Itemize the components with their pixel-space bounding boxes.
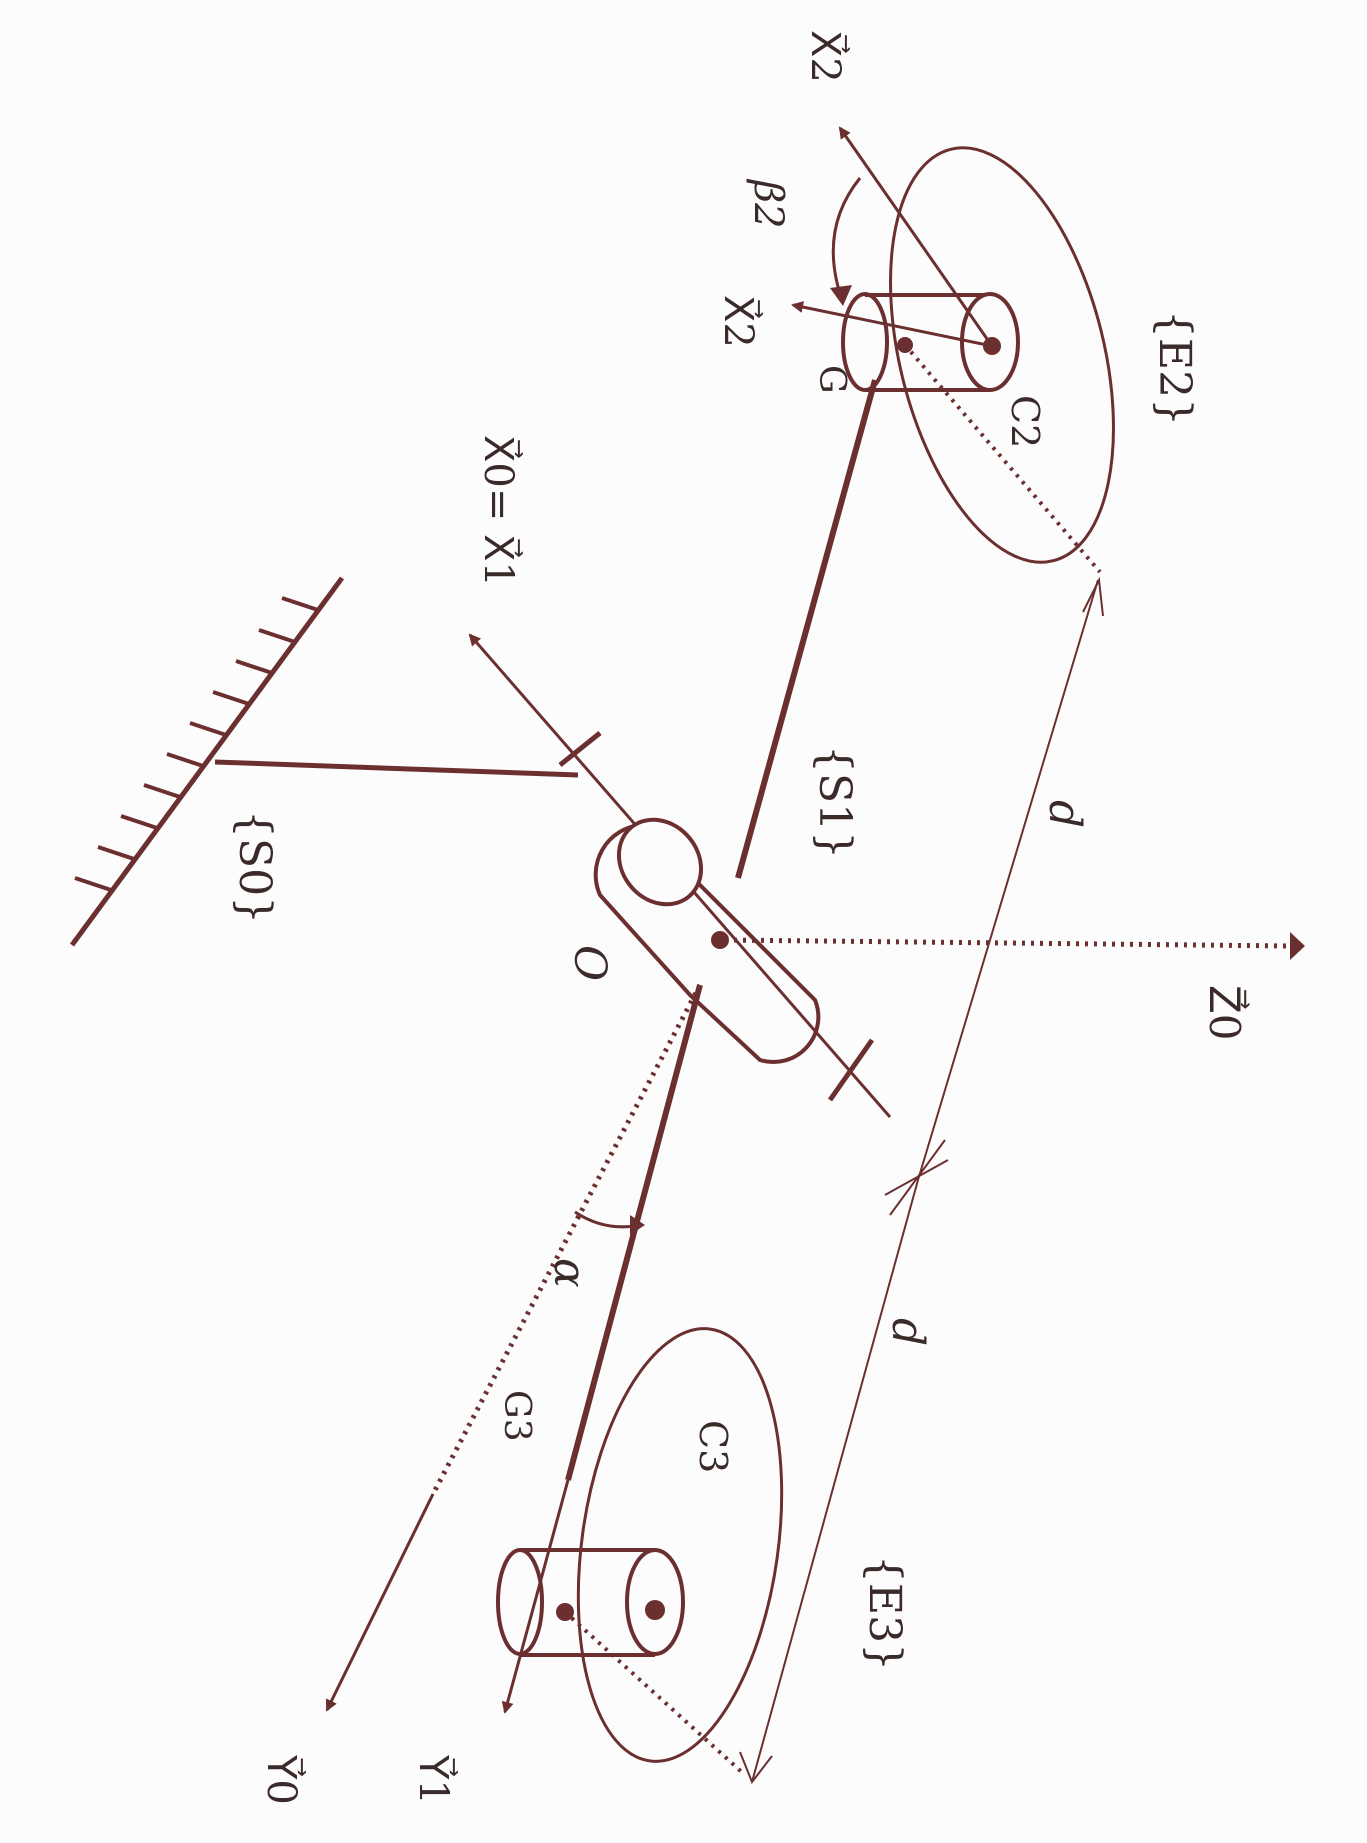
beta2-label: β2: [745, 178, 791, 229]
y1-axis: [501, 1479, 570, 1714]
c2-label: C2: [1003, 395, 1047, 448]
x2-label: X⃗2: [715, 295, 763, 348]
y0-axis: [325, 1493, 435, 1712]
y0-dotted-line: [430, 983, 703, 1496]
upper-wheel: [791, 126, 1115, 574]
ground-support: [69, 576, 579, 947]
y1-label: Y⃗1: [410, 1754, 458, 1805]
x2-prime-label: X⃗2: [802, 30, 850, 83]
main-rod: [565, 379, 878, 1481]
c3-label: C3: [691, 1420, 735, 1473]
s1-label: {S1}: [809, 745, 860, 859]
x0-x1-label: X⃗0= X⃗1: [475, 435, 523, 587]
dimension-lines: [739, 576, 1104, 1785]
d-lower-label: d: [882, 1318, 933, 1346]
s0-label: {S0}: [229, 810, 280, 924]
g-top-label: G: [811, 365, 852, 394]
y0-label: Y⃗0: [258, 1754, 306, 1805]
o-label: O: [564, 945, 615, 981]
z0-label: Z⃗0: [1200, 985, 1250, 1041]
z0-axis: [724, 932, 1305, 960]
d-upper-label: d: [1039, 800, 1090, 828]
g3-label: G3: [496, 1390, 537, 1442]
e2-label: {E2}: [1149, 310, 1200, 426]
central-pivot: [593, 817, 821, 1064]
e3-label: {E3}: [859, 1555, 910, 1671]
alpha-label: α: [544, 1258, 595, 1288]
lower-wheel: [496, 1327, 784, 1777]
